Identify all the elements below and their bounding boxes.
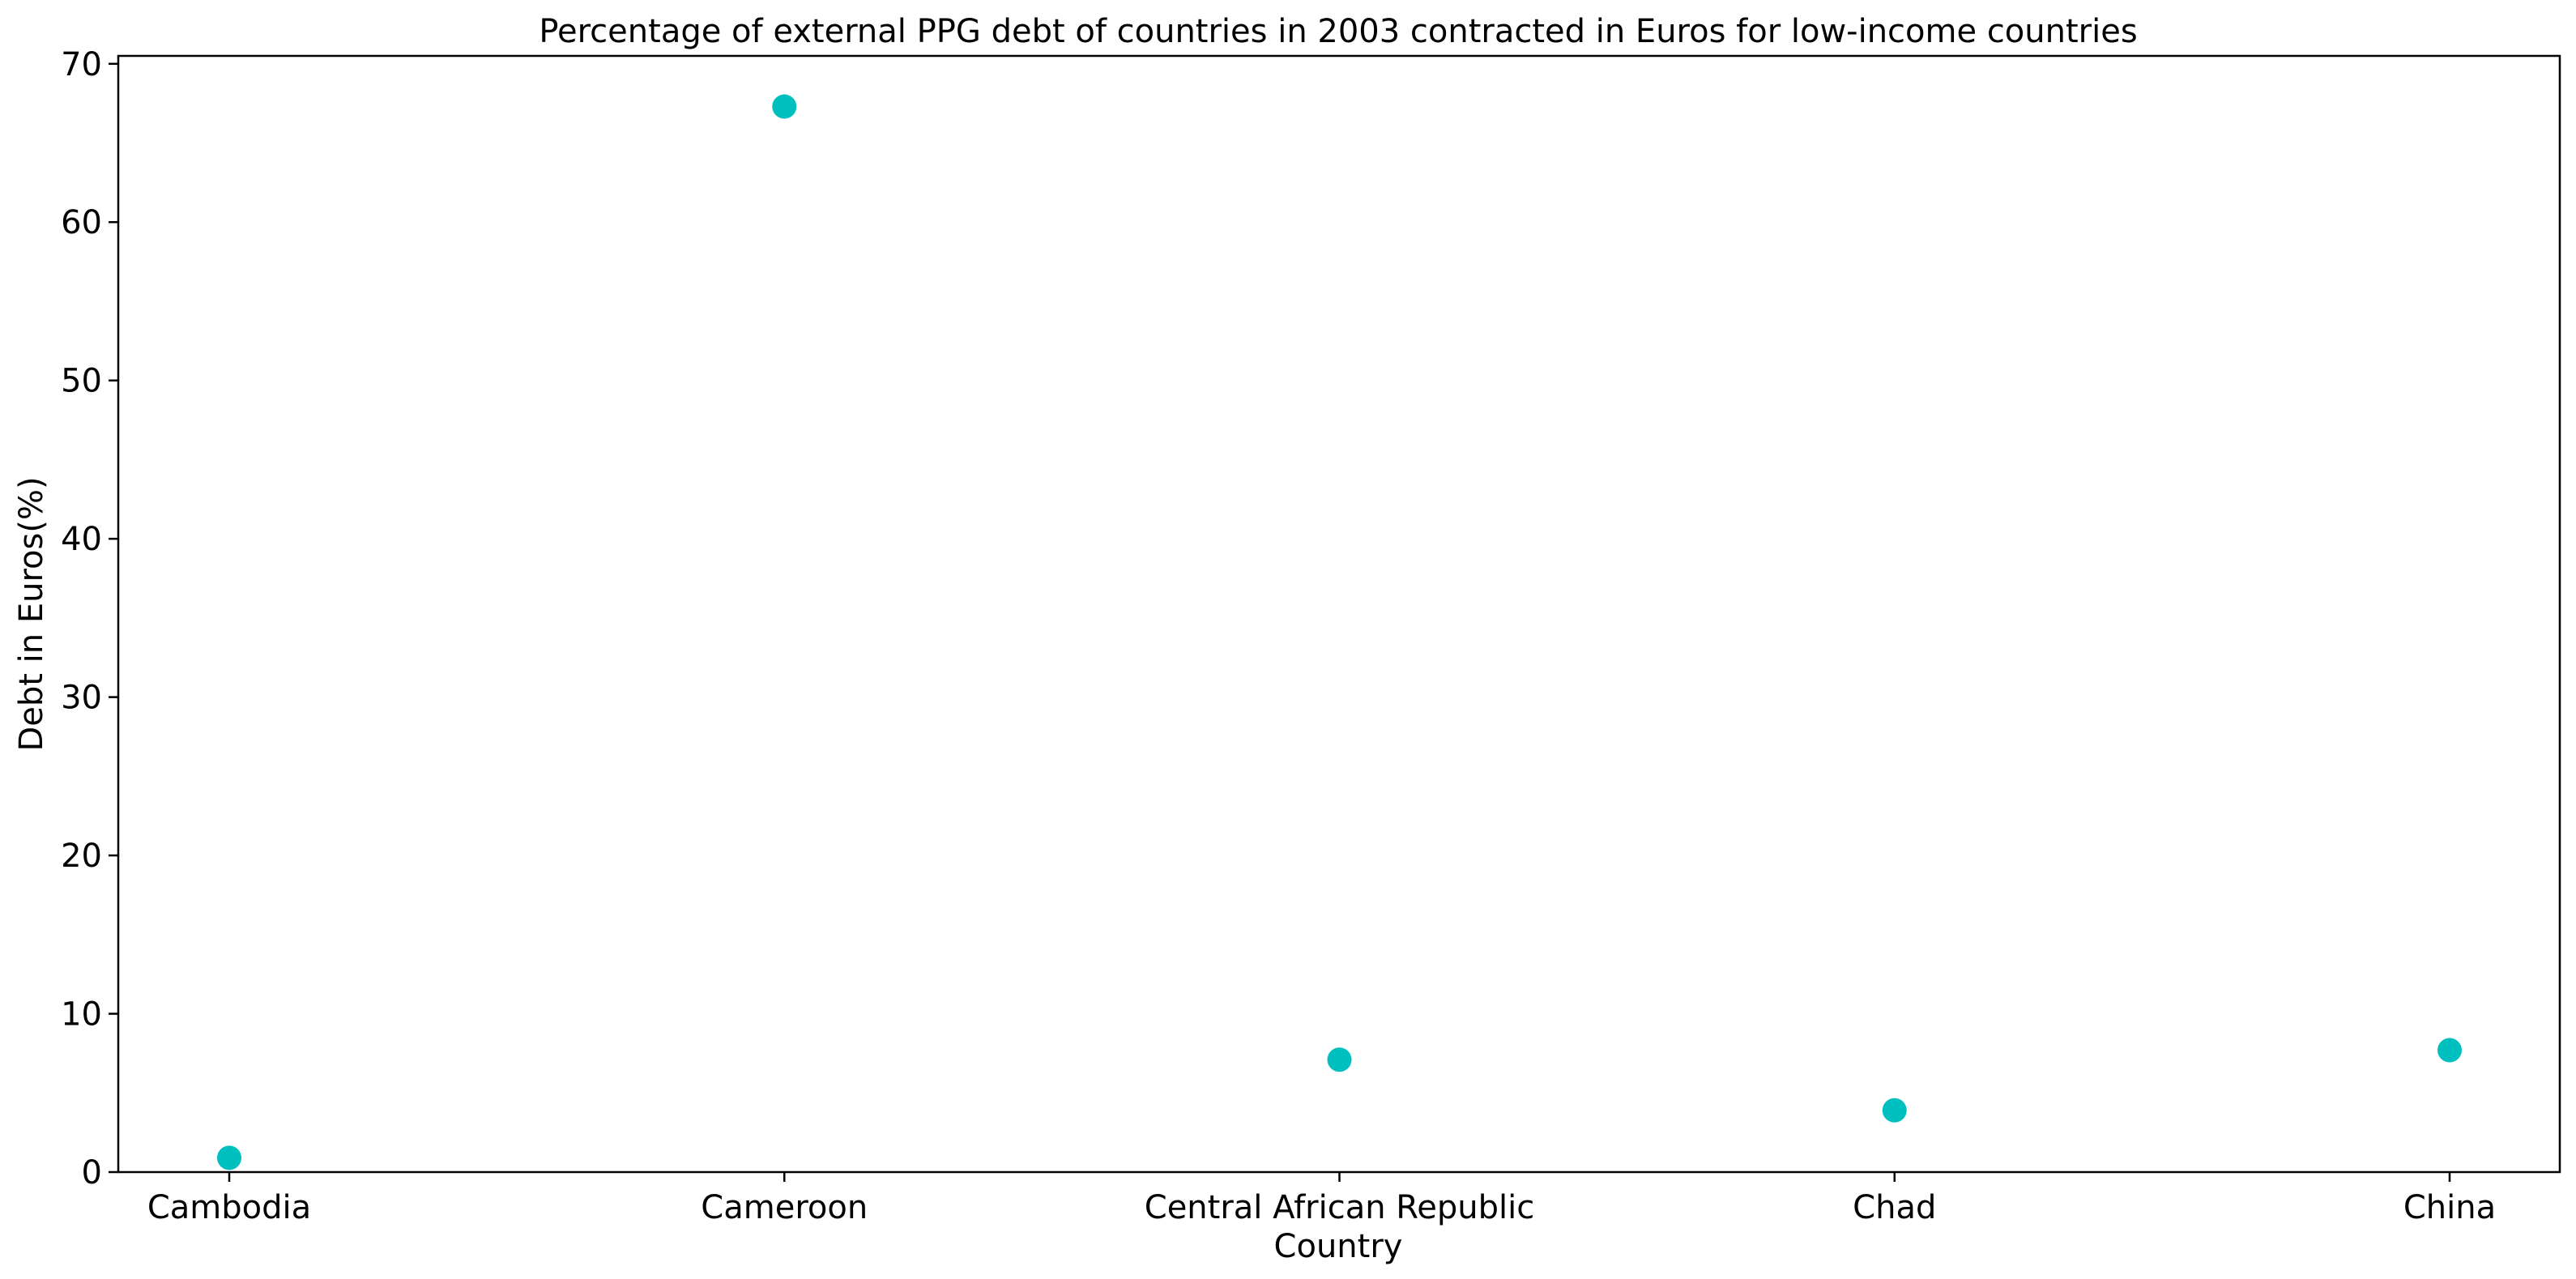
y-axis: 0 10 20 30 40 50 60 70 bbox=[61, 46, 118, 1192]
data-point bbox=[1327, 1047, 1352, 1072]
x-axis-label: Country bbox=[1274, 1228, 1403, 1265]
y-axis-label: Debt in Euros(%) bbox=[13, 476, 50, 751]
data-point bbox=[1882, 1098, 1907, 1123]
y-tick-label: 60 bbox=[61, 204, 102, 241]
y-tick-label: 70 bbox=[61, 46, 102, 83]
plot-area-frame bbox=[117, 54, 2561, 1174]
x-tick-label: China bbox=[2403, 1189, 2496, 1226]
data-point bbox=[217, 1145, 241, 1170]
y-tick-label: 0 bbox=[82, 1154, 102, 1192]
chart-title: Percentage of external PPG debt of count… bbox=[539, 13, 2137, 50]
y-tick-label: 40 bbox=[61, 521, 102, 558]
x-axis: Cambodia Cameroon Central African Republic… bbox=[147, 1172, 2496, 1226]
data-point bbox=[2437, 1038, 2462, 1063]
y-tick-label: 20 bbox=[61, 838, 102, 875]
data-point bbox=[772, 94, 797, 119]
x-tick-label: Central African Republic bbox=[1145, 1189, 1534, 1226]
y-tick-label: 10 bbox=[61, 996, 102, 1034]
x-tick-label: Chad bbox=[1853, 1189, 1936, 1226]
x-tick-label: Cameroon bbox=[701, 1189, 868, 1226]
x-tick-label: Cambodia bbox=[147, 1189, 311, 1226]
data-points bbox=[217, 94, 2462, 1170]
y-tick-label: 50 bbox=[61, 363, 102, 400]
y-tick-label: 30 bbox=[61, 680, 102, 717]
